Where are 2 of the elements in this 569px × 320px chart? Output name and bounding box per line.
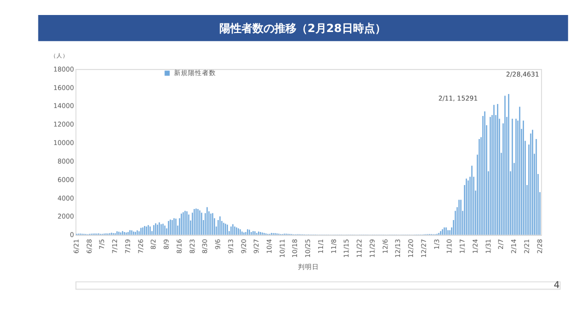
chart-title: 陽性者数の推移（2月28日時点）	[220, 22, 386, 35]
text: 4	[554, 280, 560, 291]
